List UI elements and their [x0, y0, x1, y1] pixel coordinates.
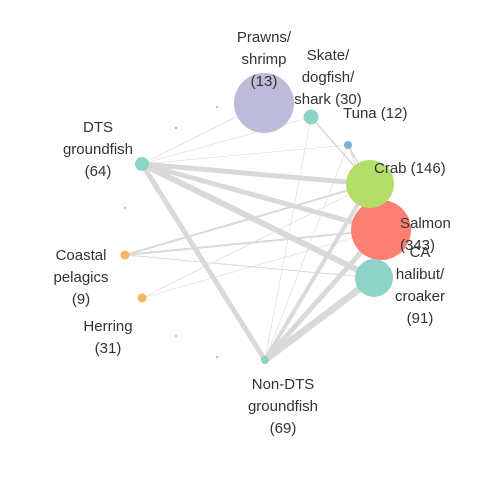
- label-line: halibut/: [396, 266, 445, 283]
- edge-herring-crab: [141, 183, 371, 299]
- label-skate: Skate/dogfish/shark (30): [294, 47, 362, 108]
- label-salmon: Salmon (343): [400, 215, 451, 254]
- label-line: Salmon: [400, 215, 451, 232]
- edge-dts-tuna: [141, 144, 349, 165]
- label-line: Skate/: [307, 47, 350, 64]
- label-line: Non-DTS: [252, 376, 315, 393]
- label-line: Coastal: [56, 247, 107, 264]
- label-herring: Herring (31): [83, 318, 132, 357]
- label-line: Tuna (12): [343, 105, 407, 122]
- label-ca_halibut: CA halibut/croaker (91): [395, 244, 445, 327]
- label-prawns: Prawns/shrimp (13): [237, 29, 292, 90]
- label-line: Herring: [83, 318, 132, 335]
- edge-coastal-ca_halibut: [124, 254, 375, 279]
- edge-nondts-ca_halibut: [261, 274, 378, 364]
- edge-coastal-crab: [124, 183, 371, 256]
- minor-dot: [123, 206, 127, 210]
- label-tuna: Tuna (12): [343, 105, 407, 122]
- label-line: (69): [270, 420, 297, 437]
- label-line: DTS: [83, 119, 113, 136]
- edge-nondts-tuna: [264, 144, 349, 361]
- label-line: (13): [251, 73, 278, 90]
- edge-dts-skate: [141, 116, 312, 165]
- label-line: (343): [400, 237, 435, 254]
- minor-dot: [215, 105, 219, 109]
- label-crab: Crab (146): [374, 160, 446, 177]
- label-dts: DTS groundfish (64): [63, 119, 133, 180]
- edge-dts-salmon: [139, 161, 384, 233]
- label-line: Crab (146): [374, 160, 446, 177]
- node-dts: [135, 157, 149, 171]
- label-line: croaker: [395, 288, 445, 305]
- label-line: groundfish: [248, 398, 318, 415]
- label-line: (9): [72, 291, 90, 308]
- node-herring: [137, 293, 147, 303]
- node-ca_halibut: [355, 259, 393, 297]
- label-line: pelagics: [53, 269, 108, 286]
- label-line: (91): [407, 310, 434, 327]
- label-line: (31): [95, 340, 122, 357]
- label-line: (64): [85, 163, 112, 180]
- label-line: shrimp: [241, 51, 286, 68]
- edge-dts-crab: [139, 161, 373, 187]
- node-prawns: [234, 73, 294, 133]
- label-nondts: Non-DTS groundfish (69): [248, 376, 318, 437]
- edge-nondts-crab: [263, 182, 372, 362]
- edge-herring-salmon: [141, 229, 382, 299]
- node-nondts: [261, 356, 269, 364]
- label-line: CA: [410, 244, 431, 261]
- minor-dot: [174, 334, 178, 338]
- edge-dts-ca_halibut: [139, 161, 377, 281]
- label-line: shark (30): [294, 91, 362, 108]
- node-layer: [120, 73, 411, 364]
- label-layer: Prawns/shrimp (13) Skate/dogfish/shark (30…: [53, 29, 450, 437]
- minor-dot-layer: [123, 105, 219, 359]
- node-coastal: [120, 250, 130, 260]
- label-coastal: Coastal pelagics (9): [53, 247, 108, 308]
- minor-dot: [215, 355, 219, 359]
- node-tuna: [344, 141, 352, 149]
- node-crab: [346, 160, 394, 208]
- node-salmon: [351, 200, 411, 260]
- node-skate: [303, 109, 319, 125]
- label-line: Prawns/: [237, 29, 292, 46]
- label-line: dogfish/: [302, 69, 355, 86]
- edge-layer: [124, 102, 385, 364]
- label-line: groundfish: [63, 141, 133, 158]
- minor-dot: [174, 126, 178, 130]
